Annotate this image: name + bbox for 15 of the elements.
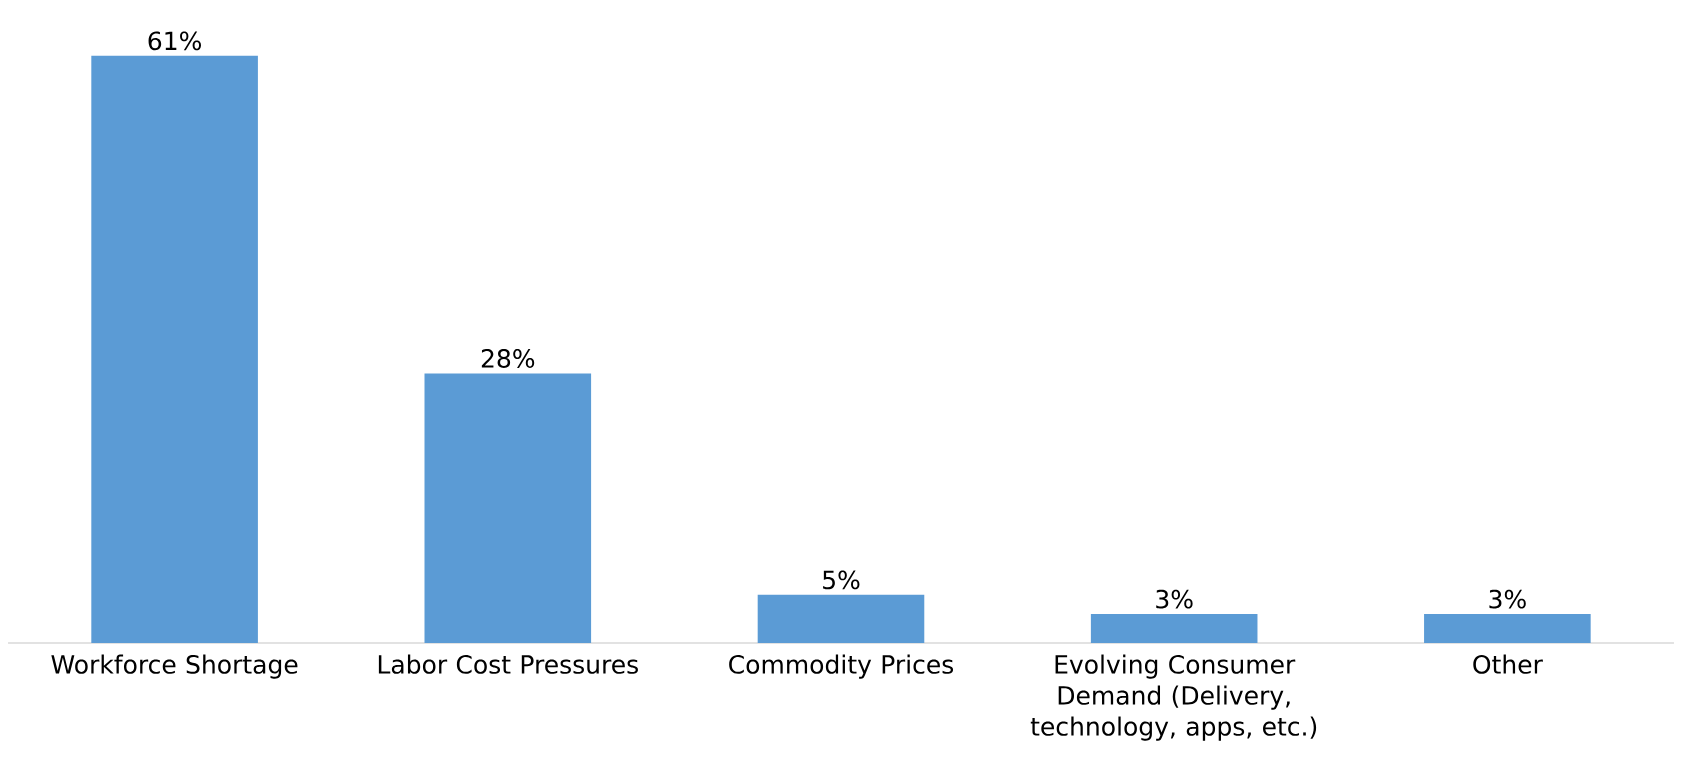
x-tick-label: Commodity Prices: [729, 654, 954, 679]
bar: [424, 373, 592, 643]
bar: [91, 55, 258, 643]
bar: [757, 594, 925, 643]
data-label: 5%: [823, 570, 860, 590]
x-tick-label: Other: [1473, 654, 1543, 674]
bar: [1090, 614, 1258, 643]
data-label: 3%: [1156, 589, 1193, 609]
data-label: 61%: [148, 31, 201, 51]
x-tick-label: Evolving Consumer Demand (Delivery, technology, apps, etc.): [1030, 654, 1317, 741]
data-label: 28%: [481, 349, 535, 368]
x-tick-label: Workforce Shortage: [51, 654, 298, 679]
x-tick-label: Labor Cost Pressures: [378, 654, 638, 674]
bar: [1424, 614, 1591, 643]
data-label: 3%: [1489, 589, 1526, 609]
